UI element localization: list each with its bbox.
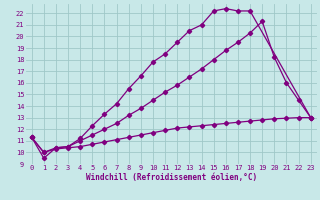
- X-axis label: Windchill (Refroidissement éolien,°C): Windchill (Refroidissement éolien,°C): [86, 173, 257, 182]
